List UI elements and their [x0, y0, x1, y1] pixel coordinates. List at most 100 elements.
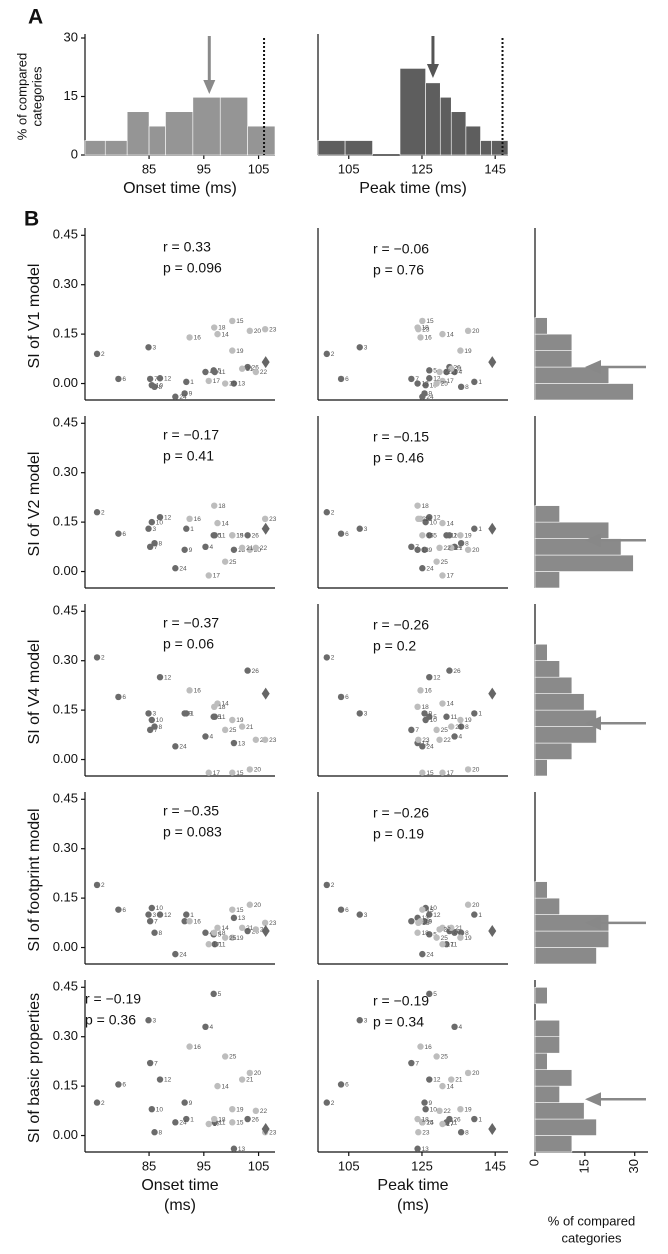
point-label: 15 — [426, 318, 434, 325]
point-label: 3 — [153, 345, 157, 352]
point — [115, 693, 122, 701]
bar — [534, 759, 548, 777]
point — [145, 911, 152, 918]
point — [221, 1053, 229, 1060]
y-axis-label: SI of V2 model — [26, 452, 43, 557]
point-label: 21 — [455, 925, 463, 932]
point — [415, 325, 422, 333]
arrow-head — [585, 1092, 601, 1107]
point — [211, 929, 218, 936]
point-label: 5 — [433, 368, 437, 375]
point — [202, 543, 209, 551]
point-label: 17 — [213, 770, 221, 777]
point — [419, 565, 426, 572]
point-label: 12 — [164, 912, 172, 919]
point — [183, 911, 190, 918]
stat-annotation: r = −0.17 — [163, 427, 219, 443]
stat-annotation: p = 0.06 — [163, 636, 214, 652]
stat-annotation: r = −0.15 — [373, 429, 429, 445]
point — [471, 911, 478, 918]
bar — [480, 140, 492, 156]
point — [422, 716, 429, 724]
point-label: 12 — [433, 912, 441, 919]
point — [436, 926, 443, 933]
stat-annotation: p = 0.36 — [85, 1012, 136, 1028]
point-label: 25 — [441, 935, 449, 942]
point-label: 14 — [222, 925, 230, 932]
point — [436, 1107, 443, 1115]
stat-annotation: r = −0.19 — [85, 991, 141, 1007]
point — [244, 532, 251, 539]
point-label: 2 — [331, 655, 335, 662]
bar — [534, 521, 610, 539]
point-label: 1 — [478, 379, 482, 386]
point-label: 1 — [478, 912, 482, 919]
point-label: 2 — [101, 509, 105, 516]
point-label: 11 — [219, 533, 226, 540]
point — [186, 334, 193, 341]
point — [408, 543, 415, 551]
point — [457, 929, 465, 936]
point-label: 18 — [422, 930, 430, 937]
bar — [465, 125, 481, 156]
point — [464, 1069, 472, 1077]
bar — [534, 1118, 597, 1136]
point-label: 12 — [164, 674, 172, 681]
bar — [104, 140, 128, 156]
point-label: 18 — [422, 1116, 430, 1123]
y-axis-label: SI of V4 model — [26, 640, 43, 745]
point — [252, 736, 260, 743]
bar — [534, 947, 597, 965]
point-label: 6 — [122, 907, 126, 914]
point-label: 20 — [254, 547, 262, 554]
point-label: 21 — [246, 366, 254, 373]
point-label: 20 — [472, 547, 480, 554]
stat-annotation: p = 0.096 — [163, 260, 222, 276]
mean-marker — [261, 522, 270, 535]
point-label: 24 — [426, 1120, 434, 1127]
point-label: 17 — [446, 378, 454, 385]
point — [426, 367, 433, 374]
point-label: 14 — [222, 331, 230, 338]
point — [211, 324, 218, 331]
point-label: 16 — [425, 335, 433, 342]
point — [261, 325, 269, 333]
point-label: 20 — [254, 767, 262, 774]
bar — [491, 140, 509, 156]
point — [238, 365, 246, 372]
point-label: 7 — [154, 727, 158, 734]
bar — [148, 125, 166, 156]
mean-marker — [488, 522, 497, 535]
point-label: 12 — [433, 514, 441, 521]
point — [252, 1107, 260, 1115]
point-label: 25 — [229, 727, 237, 734]
point-label: 8 — [159, 724, 163, 731]
y-tick-label: 0.30 — [53, 1028, 78, 1043]
point-label: 19 — [464, 717, 472, 724]
point — [146, 726, 154, 734]
point-label: 22 — [260, 369, 268, 376]
y-tick-label: 0.00 — [53, 939, 78, 954]
x-tick-label: 105 — [338, 161, 360, 176]
point — [186, 515, 193, 523]
point — [426, 375, 433, 382]
point-label: 16 — [194, 688, 202, 695]
point — [457, 347, 464, 354]
point-label: 13 — [422, 381, 430, 388]
point — [93, 509, 101, 516]
point — [238, 924, 246, 931]
panel-letter: B — [24, 208, 39, 231]
point — [356, 344, 363, 351]
point — [457, 383, 465, 391]
bar — [534, 897, 560, 915]
point — [238, 1076, 246, 1083]
point-label: 24 — [426, 951, 434, 958]
point — [439, 377, 446, 385]
point-label: 17 — [213, 1121, 221, 1128]
point-label: 1 — [190, 711, 194, 718]
bar — [534, 571, 560, 589]
point-label: 26 — [252, 668, 260, 675]
point — [202, 733, 209, 740]
point — [323, 350, 330, 358]
bar — [344, 140, 373, 156]
